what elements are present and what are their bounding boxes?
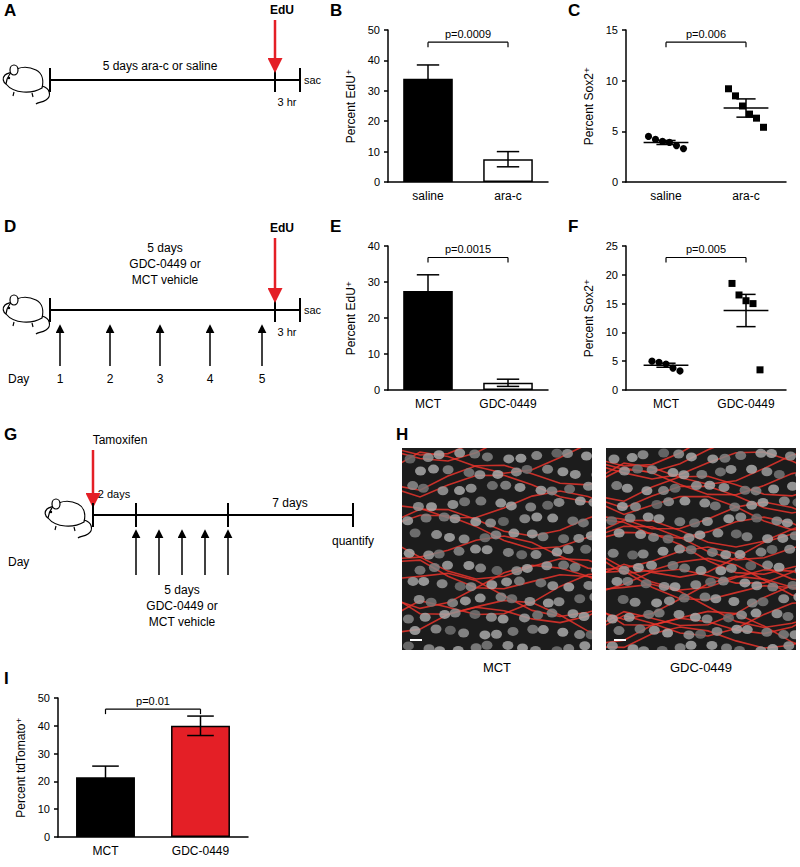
svg-text:2 days: 2 days: [98, 488, 131, 500]
svg-text:Percent EdU⁺: Percent EdU⁺: [344, 281, 358, 355]
svg-text:20: 20: [606, 269, 618, 281]
svg-text:p=0.0015: p=0.0015: [445, 243, 491, 255]
svg-text:MCT: MCT: [483, 660, 511, 675]
svg-text:5 days: 5 days: [147, 241, 182, 255]
svg-text:Percent Sox2⁺: Percent Sox2⁺: [582, 279, 596, 357]
svg-text:H: H: [396, 425, 408, 444]
svg-text:5 days ara-c or saline: 5 days ara-c or saline: [103, 59, 218, 73]
svg-text:5: 5: [612, 355, 618, 367]
svg-text:Percent tdTomato⁺: Percent tdTomato⁺: [14, 717, 28, 817]
svg-text:0: 0: [612, 176, 618, 188]
svg-text:Tamoxifen: Tamoxifen: [93, 433, 148, 447]
svg-text:30: 30: [38, 748, 50, 760]
svg-text:EdU: EdU: [270, 3, 294, 17]
svg-text:0: 0: [44, 831, 50, 843]
svg-text:G: G: [4, 425, 17, 444]
svg-text:0: 0: [612, 384, 618, 396]
svg-text:MCT vehicle: MCT vehicle: [149, 615, 216, 629]
svg-text:Percent Sox2⁺: Percent Sox2⁺: [582, 67, 596, 145]
svg-text:4: 4: [207, 372, 214, 386]
svg-text:ara-c: ara-c: [732, 189, 759, 203]
svg-text:10: 10: [368, 146, 380, 158]
svg-text:20: 20: [368, 115, 380, 127]
svg-text:1: 1: [57, 372, 64, 386]
svg-text:40: 40: [368, 54, 380, 66]
svg-text:7 days: 7 days: [272, 496, 307, 510]
svg-text:GDC-0449: GDC-0449: [172, 844, 230, 858]
svg-text:20: 20: [368, 312, 380, 324]
svg-text:MCT vehicle: MCT vehicle: [132, 273, 199, 287]
svg-text:saline: saline: [650, 189, 682, 203]
svg-text:A: A: [4, 1, 16, 20]
svg-text:I: I: [4, 669, 9, 688]
svg-text:saline: saline: [412, 189, 444, 203]
svg-text:MCT: MCT: [415, 397, 442, 411]
svg-text:Percent EdU⁺: Percent EdU⁺: [344, 69, 358, 143]
svg-text:Day: Day: [8, 555, 29, 569]
svg-text:2: 2: [107, 372, 114, 386]
svg-text:sac: sac: [304, 304, 322, 316]
svg-text:20: 20: [38, 775, 50, 787]
svg-text:E: E: [330, 217, 341, 236]
svg-text:GDC-0449: GDC-0449: [670, 660, 732, 675]
svg-text:ara-c: ara-c: [494, 189, 521, 203]
svg-text:p=0.005: p=0.005: [686, 243, 726, 255]
svg-text:GDC-0449 or: GDC-0449 or: [146, 599, 217, 613]
svg-text:30: 30: [368, 85, 380, 97]
svg-text:Day: Day: [8, 372, 29, 386]
svg-text:10: 10: [606, 75, 618, 87]
svg-text:50: 50: [38, 692, 50, 704]
svg-text:5: 5: [259, 372, 266, 386]
svg-text:p=0.01: p=0.01: [136, 695, 170, 707]
svg-text:5 days: 5 days: [164, 583, 199, 597]
svg-text:10: 10: [606, 326, 618, 338]
svg-text:40: 40: [38, 720, 50, 732]
svg-text:10: 10: [38, 803, 50, 815]
svg-text:MCT: MCT: [653, 397, 680, 411]
svg-text:0: 0: [374, 176, 380, 188]
svg-text:sac: sac: [304, 74, 322, 86]
svg-text:15: 15: [606, 298, 618, 310]
svg-text:p=0.0009: p=0.0009: [445, 28, 491, 40]
svg-text:GDC-0449: GDC-0449: [479, 397, 537, 411]
svg-text:40: 40: [368, 240, 380, 252]
svg-text:MCT: MCT: [93, 844, 120, 858]
svg-text:30: 30: [368, 276, 380, 288]
svg-text:3: 3: [157, 372, 164, 386]
svg-text:5: 5: [612, 125, 618, 137]
svg-text:quantify: quantify: [332, 534, 374, 548]
svg-text:EdU: EdU: [270, 221, 294, 235]
svg-text:C: C: [568, 1, 580, 20]
svg-text:50: 50: [368, 24, 380, 36]
svg-text:25: 25: [606, 240, 618, 252]
svg-text:3 hr: 3 hr: [278, 326, 297, 338]
svg-text:3 hr: 3 hr: [278, 96, 297, 108]
svg-text:p=0.006: p=0.006: [686, 28, 726, 40]
svg-text:B: B: [330, 1, 342, 20]
svg-text:D: D: [4, 217, 16, 236]
svg-text:F: F: [568, 217, 578, 236]
svg-text:GDC-0449: GDC-0449: [717, 397, 775, 411]
svg-text:GDC-0449 or: GDC-0449 or: [129, 257, 200, 271]
svg-text:0: 0: [374, 384, 380, 396]
svg-text:10: 10: [368, 348, 380, 360]
svg-text:15: 15: [606, 24, 618, 36]
